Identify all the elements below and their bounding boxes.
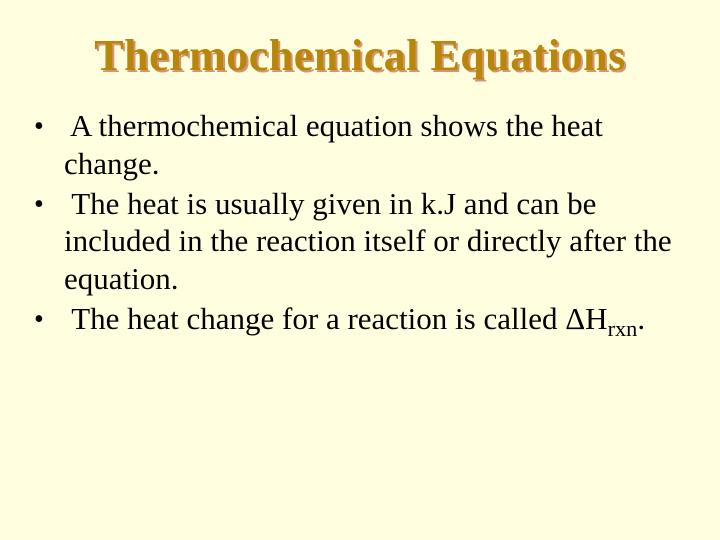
slide-title: Thermochemical Equations <box>28 30 692 81</box>
list-item: The heat is usually given in k.J and can… <box>34 185 688 298</box>
bullet-text-prefix: The heat change for a reaction is called <box>71 301 565 336</box>
bullet-text: A thermochemical equation shows the heat… <box>64 108 603 181</box>
h-symbol: H <box>585 301 607 336</box>
bullet-text: The heat is usually given in k.J and can… <box>64 186 672 297</box>
list-item: A thermochemical equation shows the heat… <box>34 107 688 183</box>
bullet-text-suffix: . <box>637 301 645 336</box>
delta-symbol: Δ <box>565 301 585 336</box>
bullet-list: A thermochemical equation shows the heat… <box>28 107 692 338</box>
subscript-rxn: rxn <box>608 316 638 341</box>
list-item: The heat change for a reaction is called… <box>34 300 688 338</box>
slide: Thermochemical Equations A thermochemica… <box>0 0 720 540</box>
